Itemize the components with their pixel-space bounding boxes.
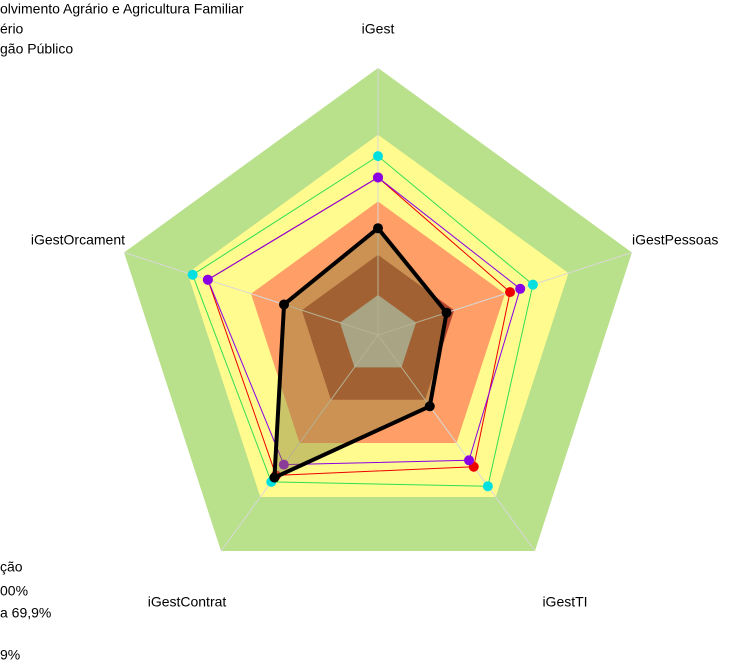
series-marker xyxy=(373,151,383,162)
series-marker xyxy=(278,459,289,470)
axis-label: iGest xyxy=(362,21,395,37)
legend-text: a 69,9% xyxy=(0,605,51,621)
series-marker xyxy=(482,481,493,492)
series-marker xyxy=(527,279,538,290)
axis-label: iGestTI xyxy=(542,594,587,610)
series-marker xyxy=(373,172,383,183)
series-line xyxy=(207,176,521,466)
axis-label: iGestContrat xyxy=(148,594,227,610)
legend-text: ção xyxy=(0,559,23,575)
series-line xyxy=(192,155,534,487)
series-marker xyxy=(373,223,383,234)
axis-line xyxy=(377,334,536,552)
series-marker xyxy=(269,472,280,483)
axis-label: iGestOrcament xyxy=(31,232,125,248)
series-marker xyxy=(505,287,516,298)
series-line xyxy=(272,226,449,480)
legend-text: gão Público xyxy=(0,41,73,57)
legend-text: ério xyxy=(0,21,24,37)
axis-label: iGestPessoas xyxy=(632,232,718,248)
axis-line xyxy=(123,252,379,336)
series-marker xyxy=(187,269,198,280)
legend-text: 9% xyxy=(0,647,20,663)
legend-text: 00% xyxy=(0,583,28,599)
legend-text: olvimento Agrário e Agricultura Familiar xyxy=(0,1,244,17)
axis-line xyxy=(377,252,633,336)
series-marker xyxy=(464,455,475,466)
series-marker xyxy=(279,299,290,310)
series-marker xyxy=(424,401,435,412)
series-marker xyxy=(441,307,452,318)
series-marker xyxy=(202,274,213,285)
series-marker xyxy=(515,283,526,294)
axis-line xyxy=(220,334,379,552)
